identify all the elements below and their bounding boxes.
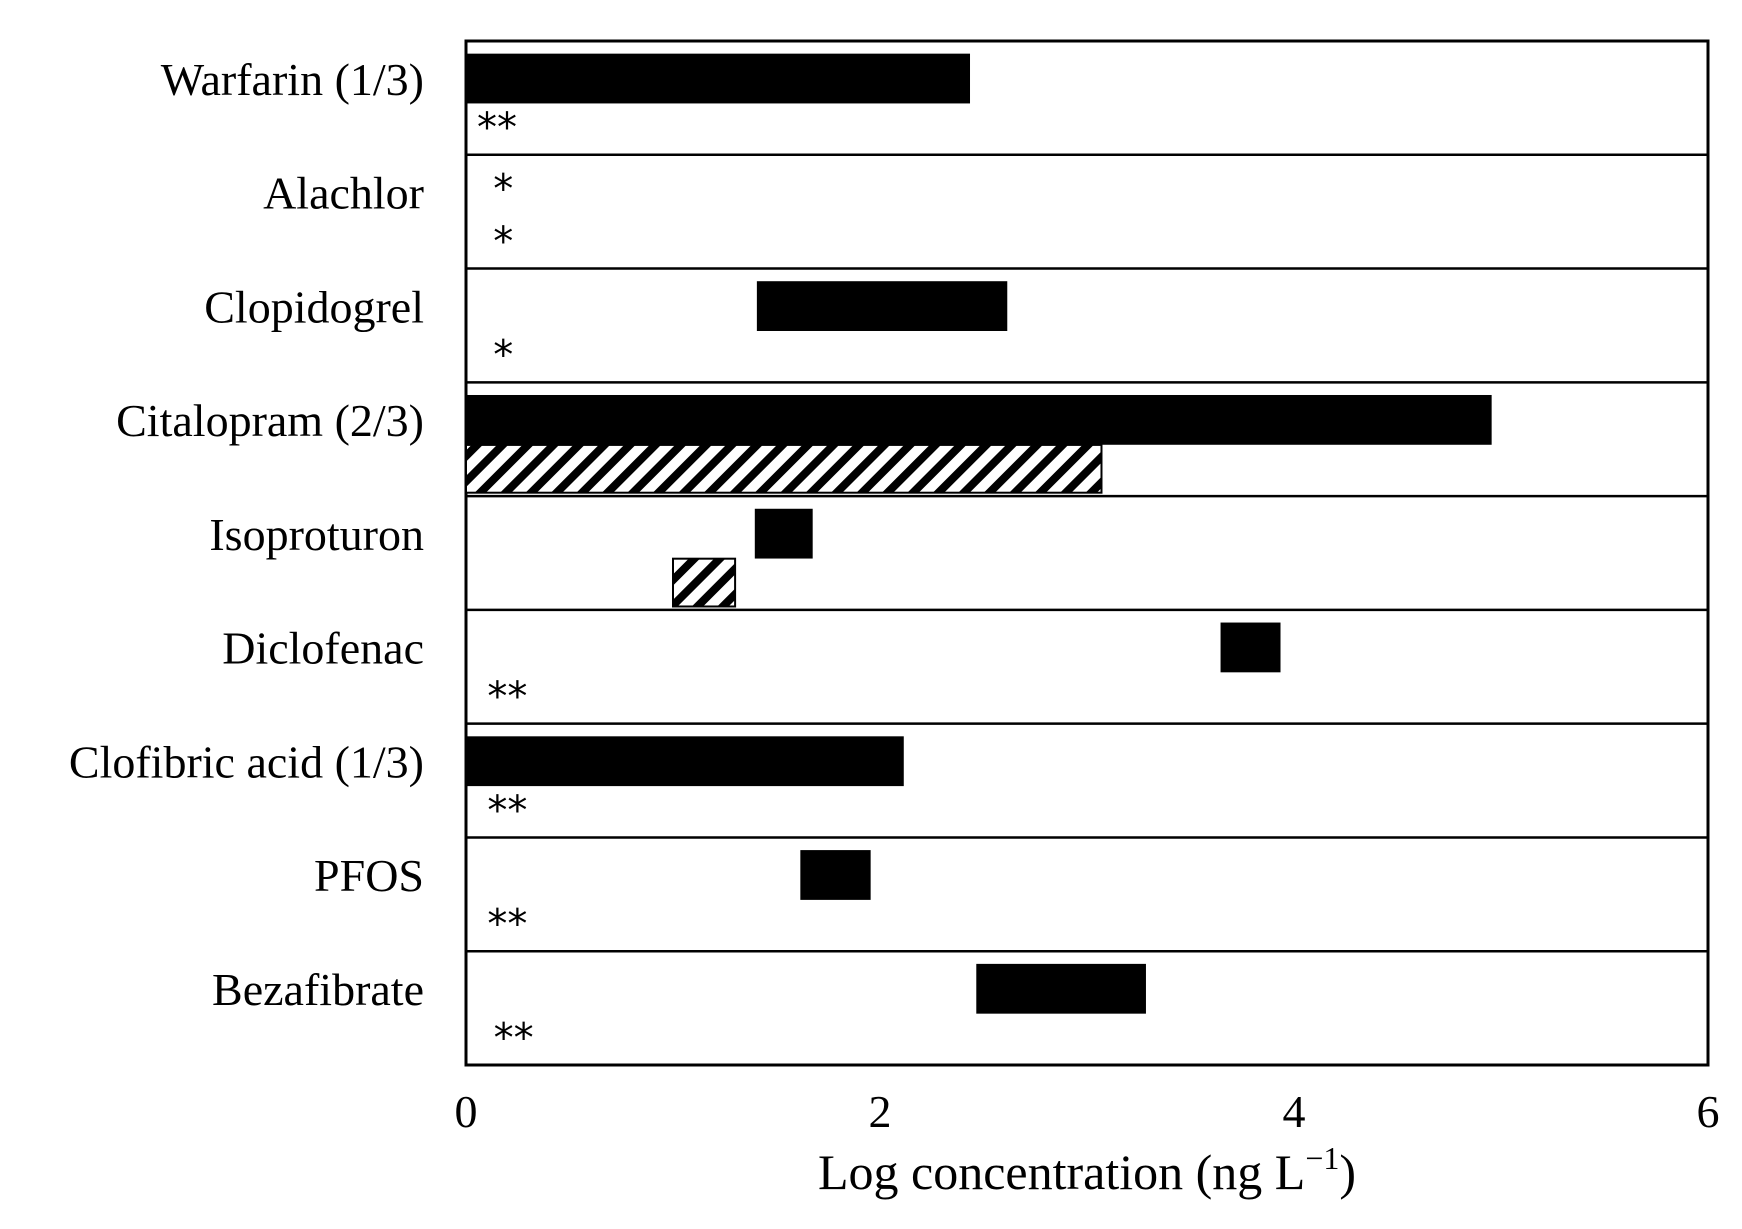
bar-hatched xyxy=(465,443,1103,494)
category-label: Warfarin (1/3) xyxy=(161,54,424,105)
bar-hatched xyxy=(672,557,737,608)
category-label: Diclofenac xyxy=(222,623,424,674)
x-axis-title-superscript: −1 xyxy=(1305,1140,1339,1176)
x-axis-title-main: Log concentration (ng L xyxy=(818,1144,1305,1200)
x-tick-label: 6 xyxy=(1697,1086,1720,1137)
plot-frame xyxy=(464,39,1710,1067)
bar-solid xyxy=(1220,622,1281,673)
x-axis-title-tail: ) xyxy=(1339,1144,1356,1200)
significance-marker: ** xyxy=(487,902,527,948)
x-tick-label: 0 xyxy=(455,1086,478,1137)
category-label: Isoproturon xyxy=(209,509,424,560)
bar-solid xyxy=(754,508,813,559)
bar-solid xyxy=(465,736,904,787)
x-axis-title: Log concentration (ng L−1) xyxy=(818,1140,1356,1200)
significance-marker: * xyxy=(493,333,513,379)
x-tick-label: 2 xyxy=(869,1086,892,1137)
significance-marker: * xyxy=(493,167,513,213)
bar-solid xyxy=(976,963,1146,1014)
bar-solid xyxy=(756,281,1008,331)
bar-solid xyxy=(800,850,871,900)
bar-solid xyxy=(465,394,1492,445)
plot-area: Warfarin (1/3)**Alachlor **Clopidogrel*Ci… xyxy=(69,39,1710,1067)
significance-marker: ** xyxy=(487,674,527,720)
x-tick-label: 4 xyxy=(1283,1086,1306,1137)
significance-marker: * xyxy=(493,219,513,265)
category-label: Citalopram (2/3) xyxy=(116,395,424,446)
bar-solid xyxy=(465,53,971,104)
significance-marker: ** xyxy=(487,788,527,834)
category-label: Alachlor xyxy=(263,168,424,219)
category-label: Bezafibrate xyxy=(212,964,424,1015)
category-label: Clopidogrel xyxy=(204,281,424,332)
category-label: Clofibric acid (1/3) xyxy=(69,736,424,787)
significance-marker: ** xyxy=(494,1015,534,1061)
significance-marker: ** xyxy=(477,105,517,151)
x-axis: 0 2 4 6 xyxy=(455,1086,1720,1137)
category-label: PFOS xyxy=(314,850,424,901)
